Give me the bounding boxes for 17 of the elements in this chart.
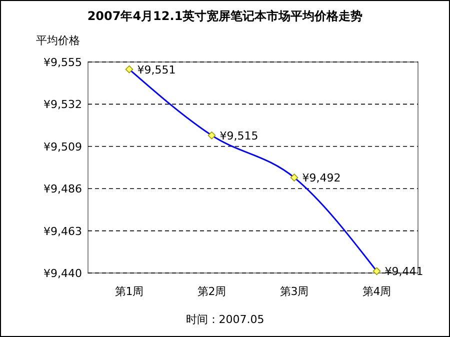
- x-tick-label: 第4周: [362, 285, 392, 298]
- y-tick-label: ¥9,463: [44, 224, 82, 238]
- y-tick-label: ¥9,555: [44, 56, 82, 69]
- data-label: ¥9,551: [137, 63, 176, 76]
- x-tick-label: 第3周: [280, 285, 309, 298]
- data-label: ¥9,515: [220, 129, 258, 142]
- y-tick-label: ¥9,440: [44, 267, 82, 280]
- text: 时间：2007.05: [186, 313, 264, 326]
- data-label: ¥9,492: [302, 172, 341, 185]
- y-axis-title: 平均价格: [36, 34, 80, 47]
- y-tick-label: ¥9,509: [44, 140, 82, 154]
- x-tick-label: 第1周: [114, 285, 144, 298]
- data-label: ¥9,441: [384, 265, 424, 278]
- chart-title: 2007年4月12.1英寸宽屏笔记本市场平均价格走势: [87, 9, 363, 23]
- x-tick-label: 第2周: [197, 285, 226, 298]
- y-tick-label: ¥9,486: [44, 182, 82, 196]
- y-tick-label: ¥9,532: [44, 98, 82, 112]
